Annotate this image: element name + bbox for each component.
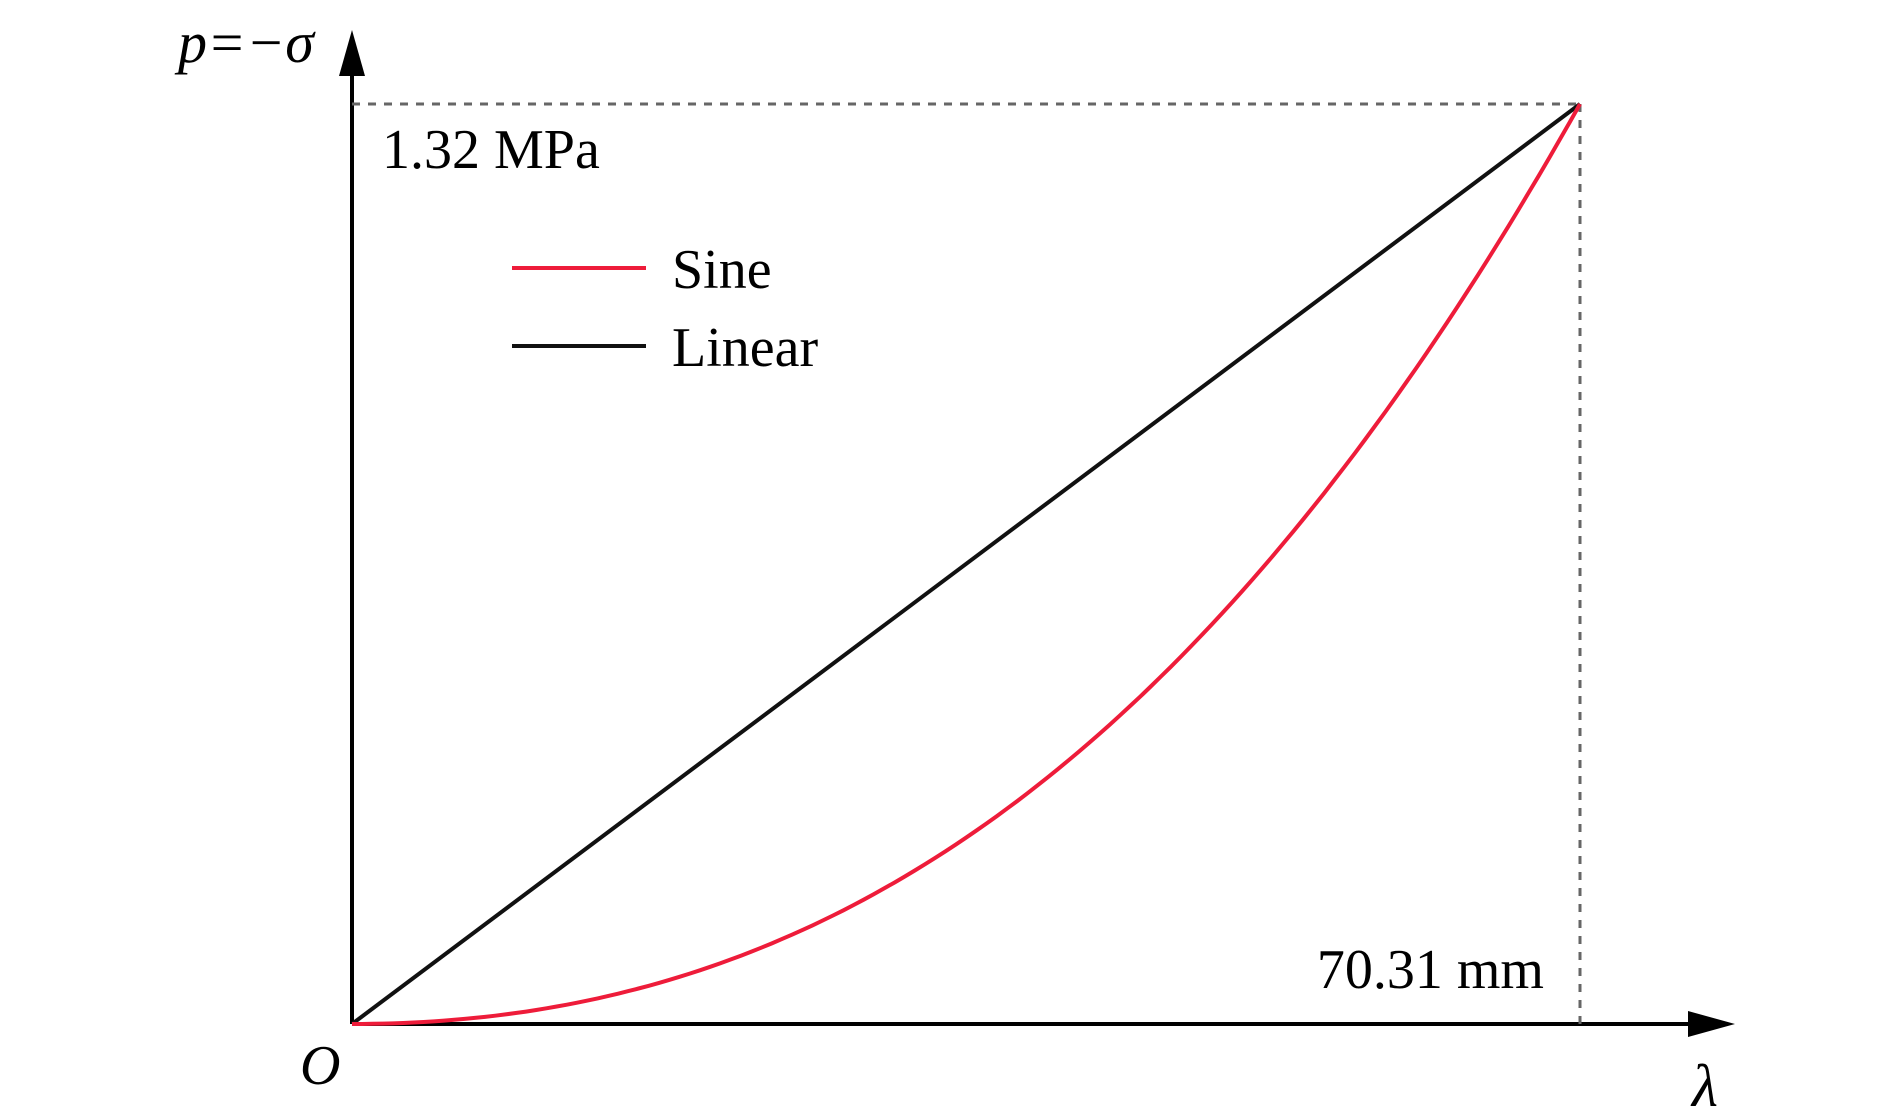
origin-label: O bbox=[300, 1035, 340, 1097]
legend: Sine Linear bbox=[512, 239, 818, 379]
legend-label-linear: Linear bbox=[672, 317, 818, 379]
legend-label-sine: Sine bbox=[672, 239, 772, 301]
x-axis-arrow-icon bbox=[1688, 1011, 1735, 1037]
series-line-linear bbox=[350, 102, 1582, 1026]
x-axis-label: λ bbox=[1690, 1053, 1718, 1106]
y-axis-label: p=−σ bbox=[174, 10, 316, 75]
series-line-sine bbox=[352, 103, 1582, 1026]
x-max-annotation: 70.31 mm bbox=[1317, 939, 1544, 1001]
y-max-annotation: 1.32 MPa bbox=[382, 119, 600, 181]
y-axis-arrow-icon bbox=[339, 30, 365, 76]
